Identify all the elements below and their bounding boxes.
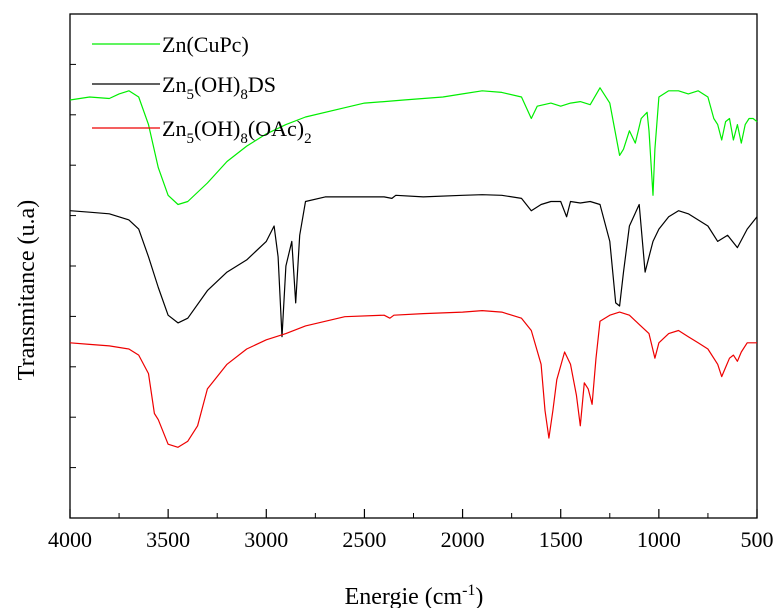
legend-label-2: Zn5(OH)8DS <box>162 72 276 103</box>
legend: Zn(CuPc) Zn5(OH)8DS Zn5(OH)8(OAc)2 <box>92 32 312 147</box>
series-line-1 <box>69 87 758 206</box>
x-tick-label: 3000 <box>244 527 288 552</box>
x-axis-ticks: 4000 3500 3000 2500 2000 1500 1000 500 <box>48 509 774 552</box>
x-axis-title: Energie (cm-1) <box>345 582 484 608</box>
y-axis-title: Transmitance (u.a) <box>14 200 40 380</box>
legend-label-1: Zn(CuPc) <box>162 32 249 57</box>
series-lines <box>69 87 758 448</box>
x-tick-label: 1000 <box>637 527 681 552</box>
x-tick-label: 1500 <box>539 527 583 552</box>
x-tick-label: 500 <box>741 527 774 552</box>
x-tick-label: 3500 <box>146 527 190 552</box>
x-tick-label: 4000 <box>48 527 92 552</box>
series-line-3 <box>69 310 757 448</box>
legend-label-3: Zn5(OH)8(OAc)2 <box>162 116 312 147</box>
y-axis-ticks <box>70 13 76 519</box>
x-tick-label: 2500 <box>342 527 386 552</box>
series-line-2 <box>69 194 758 338</box>
x-tick-label: 2000 <box>441 527 485 552</box>
